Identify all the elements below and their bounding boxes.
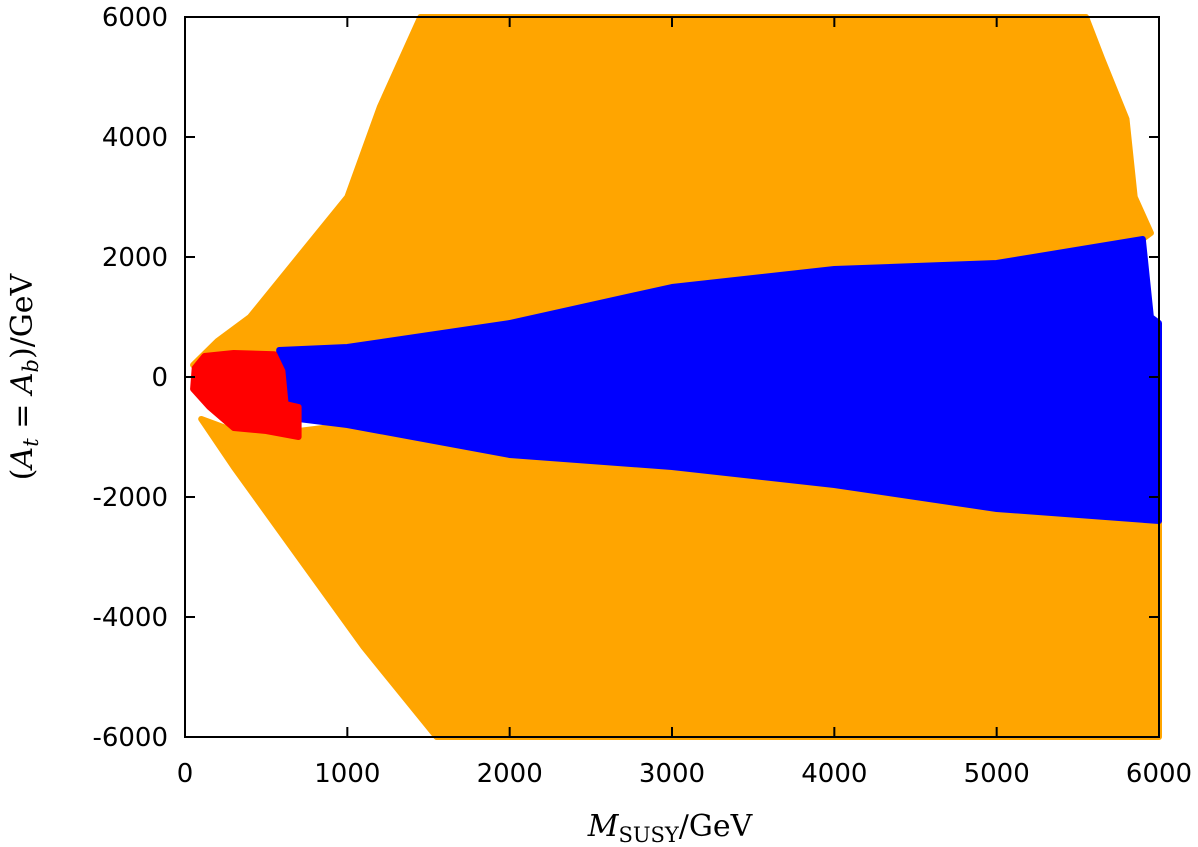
axis-ticks — [184, 16, 1160, 738]
x-tick-label: 2000 — [477, 759, 543, 789]
x-tick-label: 6000 — [1126, 759, 1192, 789]
x-tick-label: 1000 — [314, 759, 380, 789]
y-tick-label: 2000 — [102, 243, 168, 273]
region-3 — [190, 350, 302, 440]
x-tick-label: 4000 — [801, 759, 867, 789]
y-tick-label: 4000 — [102, 123, 168, 153]
x-tick-label: 0 — [177, 759, 194, 789]
x-axis-label: MSUSY/GeV — [587, 809, 754, 847]
x-tick-label: 3000 — [639, 759, 705, 789]
y-axis-label: (At = Ab)/GeV — [5, 272, 43, 480]
y-tick-label: 6000 — [102, 3, 168, 33]
y-tick-label: -2000 — [92, 483, 168, 513]
y-tick-label: -6000 — [92, 723, 168, 753]
y-tick-label: 0 — [151, 363, 168, 393]
x-tick-labels: 0 1000 2000 3000 4000 5000 6000 — [177, 759, 1192, 789]
data-regions — [190, 14, 1162, 740]
x-tick-label: 5000 — [964, 759, 1030, 789]
y-tick-label: -4000 — [92, 603, 168, 633]
y-tick-labels: -6000 -4000 -2000 0 2000 4000 6000 — [92, 3, 168, 753]
